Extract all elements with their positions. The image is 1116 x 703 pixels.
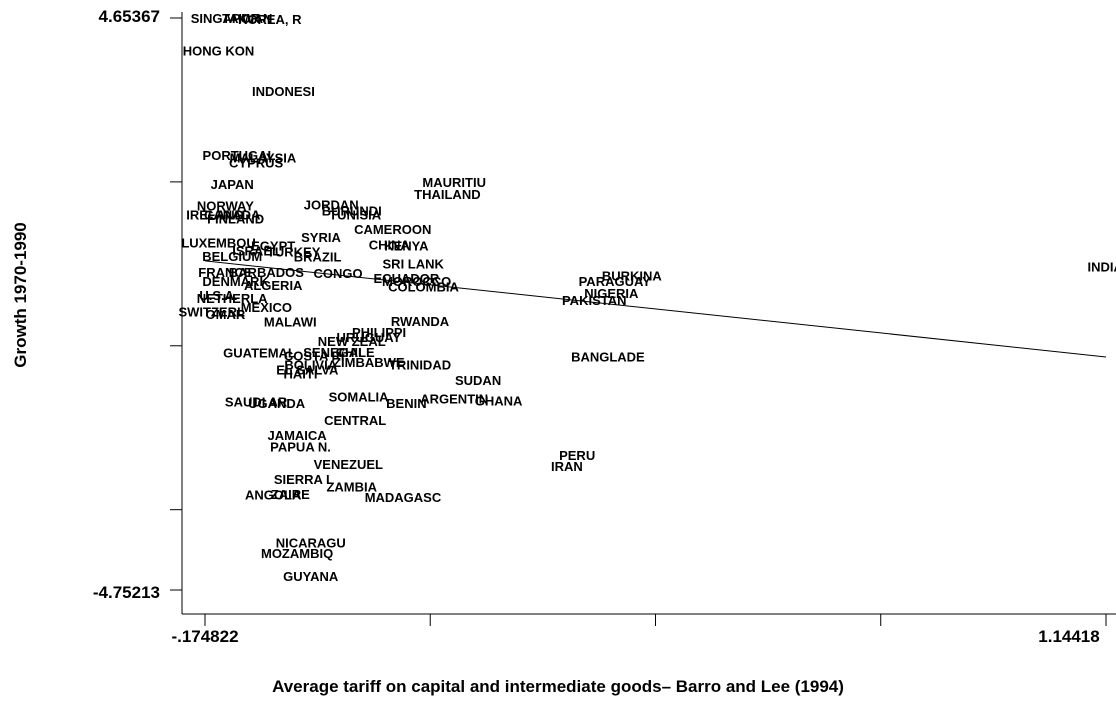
point-label: MOZAMBIQ [261,546,333,561]
point-label: INDIA [1087,259,1116,274]
point-label: TRINIDAD [389,357,451,372]
point-label: U.S.A. [199,288,237,303]
point-label: ZIMBABWE [333,355,405,370]
point-label: ECUADOR [374,271,440,286]
point-label: ANGOLA [245,487,302,502]
point-label: CYPRUS [229,155,284,170]
x-tick-label-min: -.174822 [171,627,238,646]
point-label: EGYPT [251,239,295,254]
point-label: PHILIPPI [352,325,406,340]
point-label: GHANA [475,394,523,409]
point-label: NORWAY [197,199,254,214]
point-label: ZAIRE [271,487,310,502]
point-label: SOMALIA [329,389,390,404]
point-label: KOREA, R [238,12,302,27]
point-label: HONG KON [183,43,255,58]
point-label: ARGENTIN [420,391,488,406]
point-label: PERU [559,448,595,463]
point-label: NEW ZEAL [318,334,386,349]
point-label: TUNISIA [329,208,382,223]
point-label: NIGERIA [584,286,639,301]
point-label: MAURITIU [422,175,486,190]
point-label: BARBADOS [229,265,304,280]
point-label: GUYANA [283,569,339,584]
x-tick-label-max: 1.14418 [1038,627,1099,646]
point-label: FRANCE [198,265,252,280]
y-ticks [170,17,182,591]
point-label: BELGIUM [202,249,262,264]
point-label: PAPUA N. [270,439,331,454]
point-label: SRI LANK [383,256,445,271]
point-label: UGANDA [248,396,306,411]
point-label: PAKISTAN [562,293,627,308]
point-label: COLOMBIA [388,279,459,294]
point-label: NICARAGU [276,535,346,550]
point-label: HAITI [284,366,318,381]
point-label: BURUNDI [322,203,382,218]
point-label: ALGERIA [244,278,303,293]
point-label: BOLIVIA [284,357,337,372]
point-label: FINLAND [207,211,264,226]
point-label: URUGUAY [337,330,402,345]
point-label: KENYA [384,239,429,254]
point-label: IRELAND [186,208,244,223]
point-label: CAMEROON [354,222,431,237]
point-label: SIERRA L [274,472,334,487]
axes [181,12,1116,615]
y-tick-label-max: 4.65367 [99,7,160,26]
point-label: SINGAPOR [191,11,261,26]
point-label: ISRAEL [232,244,280,259]
point-label: BENIN [386,396,426,411]
point-label: OMAR [206,307,246,322]
point-label: INDONESI [252,84,315,99]
point-label: CHINA [369,237,411,252]
point-label: IRAN [551,459,583,474]
fitted-regression-line [204,260,1107,358]
point-label: BURKINA [602,268,663,283]
point-label: CENTRAL [324,413,386,428]
point-label: SWITZERL [178,304,244,319]
point-label: NETHERLA [197,291,268,306]
point-label: MADAGASC [365,490,442,505]
point-label: VENEZUEL [314,457,383,472]
point-label: SENEGAL [303,345,366,360]
point-label: LUXEMBOU [181,236,255,251]
point-label: CONGO [314,266,363,281]
point-label: SAUDI AR [225,394,288,409]
point-label: MOROCCO [382,274,451,289]
x-ticks [204,614,1107,626]
point-label: DENMARK [202,274,269,289]
point-label: BRAZIL [294,250,342,265]
point-label: SUDAN [455,373,501,388]
point-label: GUATEMAL [223,346,296,361]
x-axis-title: Average tariff on capital and intermedia… [272,677,844,696]
y-tick-label-min: -4.75213 [93,583,160,602]
point-label: COSTA RI [284,349,345,364]
point-label: THAILAND [414,187,480,202]
point-label: TURKEY [267,245,321,260]
point-label: CANADA [204,208,261,223]
point-label: MALAYSIA [230,150,297,165]
point-label: RWANDA [391,314,450,329]
point-label: SYRIA [301,230,341,245]
point-label: JAPAN [211,177,254,192]
y-axis-title: Growth 1970-1990 [11,222,30,368]
point-label: JAMAICA [267,428,327,443]
point-label: MEXICO [241,300,292,315]
point-label: BANGLADE [571,349,645,364]
point-label: PORTUGAL [203,148,276,163]
point-label: ZAMBIA [326,479,377,494]
point-label: MALAWI [264,315,317,330]
point-label: JORDAN [304,197,359,212]
point-label: CHILE [336,345,375,360]
point-label: EL SALVA [276,363,339,378]
point-label: TAIWAN [222,11,272,26]
point-label: PARAGUAY [579,274,652,289]
